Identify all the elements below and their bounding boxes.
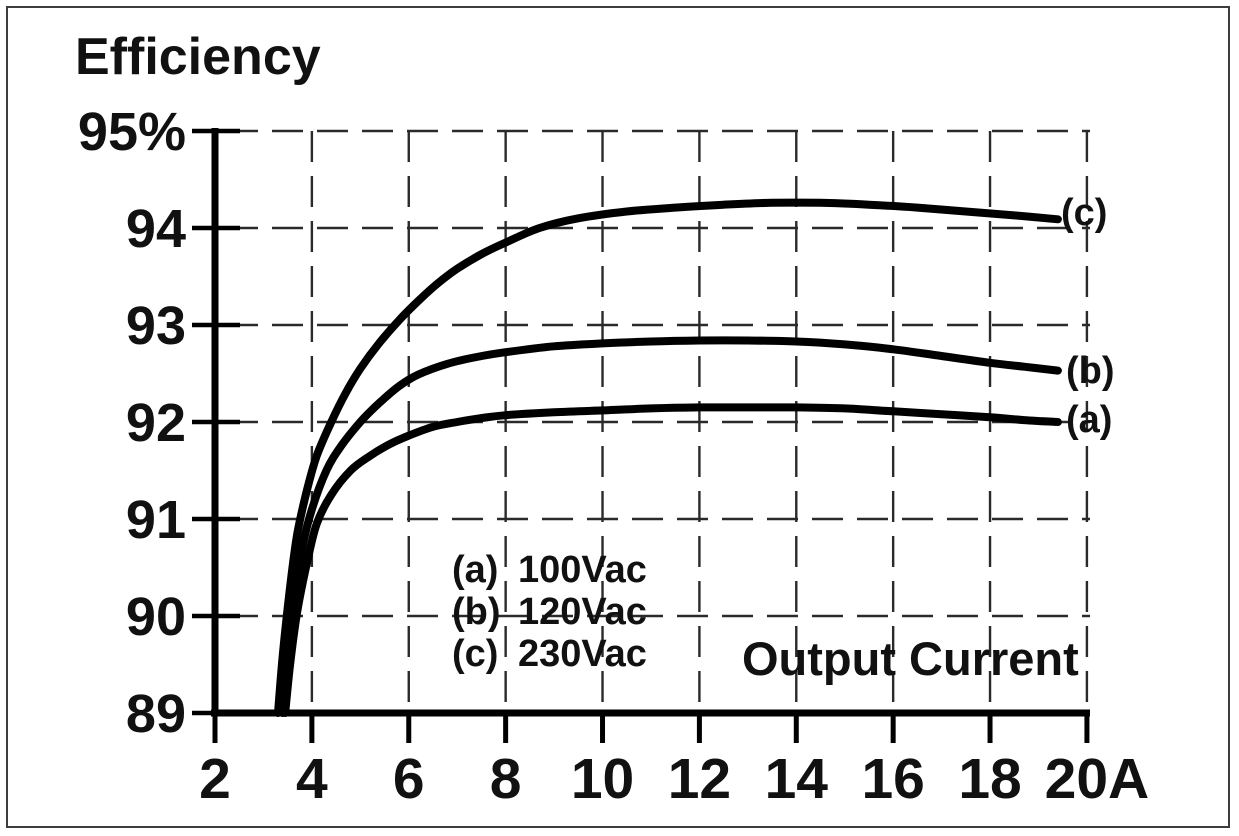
curve-c xyxy=(274,198,1062,717)
x-tick-label: 18 xyxy=(958,747,1021,811)
x-tick-label: 14 xyxy=(765,747,829,811)
y-tick-label: 91 xyxy=(126,490,186,550)
x-tick-label: 2 xyxy=(199,747,231,811)
y-tick-label: 92 xyxy=(126,393,186,453)
legend-label-b: 120Vac xyxy=(518,591,647,633)
y-tick-label: 95% xyxy=(78,102,186,162)
x-tick-label: 12 xyxy=(668,747,731,811)
legend-marker-b: (b) xyxy=(452,591,501,633)
curve-label-b: (b) xyxy=(1066,350,1115,392)
legend-marker-a: (a) xyxy=(452,549,499,591)
legend-label-c: 230Vac xyxy=(518,633,647,675)
legend-label-a: 100Vac xyxy=(518,549,647,591)
y-tick-label: 90 xyxy=(126,587,186,647)
y-tick-label: 93 xyxy=(126,296,186,356)
x-tick-label: 4 xyxy=(296,747,328,811)
curve-a xyxy=(281,403,1062,717)
curve-label-a: (a) xyxy=(1066,399,1113,441)
chart-legend: (a) 100Vac (b) 120Vac (c) 230Vac xyxy=(452,549,647,675)
legend-item-b: (b) 120Vac xyxy=(452,591,647,633)
x-tick-label: 20A xyxy=(1045,747,1150,811)
y-tick-label: 89 xyxy=(126,684,186,744)
x-axis-title: Output Current xyxy=(742,632,1079,685)
x-tick-label: 8 xyxy=(490,747,522,811)
curve-b xyxy=(278,336,1062,717)
x-tick-label: 16 xyxy=(861,747,924,811)
x-tick-label: 6 xyxy=(393,747,425,811)
legend-marker-c: (c) xyxy=(452,633,499,675)
curve-label-c: (c) xyxy=(1061,192,1108,234)
legend-item-a: (a) 100Vac xyxy=(452,549,647,591)
x-tick-label: 10 xyxy=(571,747,634,811)
legend-item-c: (c) 230Vac xyxy=(452,633,647,675)
y-tick-label: 94 xyxy=(126,199,186,259)
chart-title: Efficiency xyxy=(75,28,321,86)
